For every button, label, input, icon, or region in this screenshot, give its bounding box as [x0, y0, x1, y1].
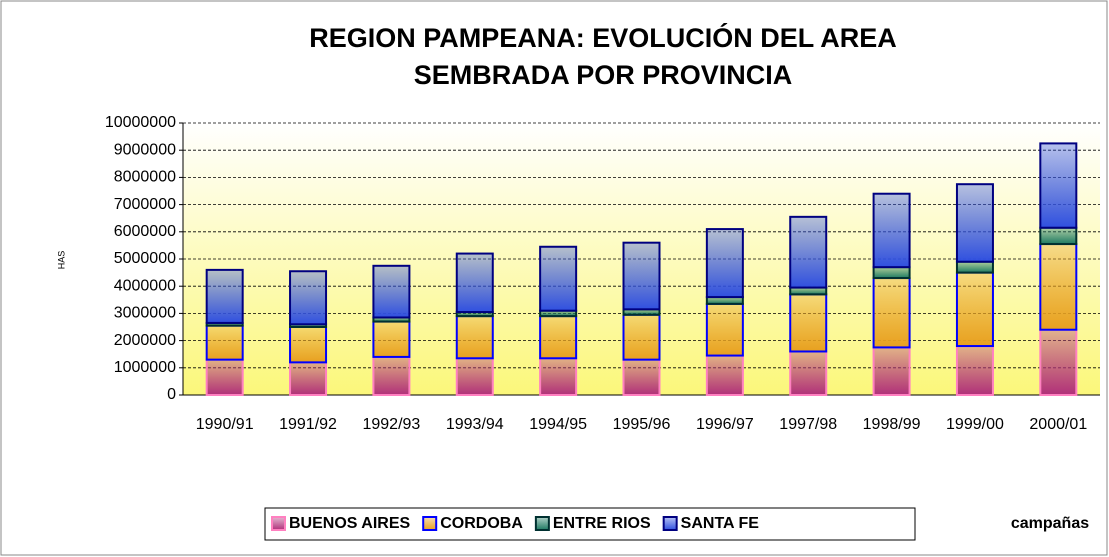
bar-segment [789, 350, 828, 397]
bar-segment [705, 354, 744, 396]
legend-label: BUENOS AIRES [289, 515, 411, 532]
legend-label: SANTA FE [681, 515, 760, 532]
y-tick-label: 7000000 [114, 196, 176, 213]
legend-swatch [534, 516, 550, 531]
bar-segment [372, 320, 411, 358]
x-tick-label: 1990/91 [196, 416, 254, 433]
bar-segment [622, 241, 661, 311]
bar-segment [622, 313, 661, 361]
bar-segment [289, 361, 328, 396]
bar-segment [455, 315, 494, 360]
bar-segment [705, 228, 744, 299]
bar-segment [872, 266, 911, 280]
bar-segment [1039, 328, 1078, 396]
bar-segment [705, 302, 744, 357]
legend-swatch [662, 516, 678, 531]
bar-segment [1039, 142, 1078, 229]
bar-segment [955, 345, 994, 397]
legend-box [264, 507, 916, 541]
y-tick-label: 10000000 [105, 114, 176, 131]
bar-segment [539, 315, 578, 360]
x-axis-label: campañas [1011, 515, 1089, 532]
bar-segment [1039, 243, 1078, 331]
bar-segment [872, 277, 911, 349]
bar-segment [789, 293, 828, 353]
legend-label: CORDOBA [440, 515, 523, 532]
bar-segment [205, 324, 244, 361]
chart-title: REGION PAMPEANA: EVOLUCIÓN DEL AREA [309, 22, 897, 53]
x-tick-label: 1999/00 [946, 416, 1004, 433]
bar-segment [872, 346, 911, 396]
legend-swatch [271, 516, 286, 531]
bar-segment [622, 358, 661, 397]
bar-segment [789, 215, 828, 289]
bar-segment [289, 326, 328, 364]
bar-segment [955, 183, 994, 263]
y-tick-label: 3000000 [114, 305, 176, 322]
bar-segment [372, 355, 411, 397]
y-tick-label: 6000000 [114, 223, 176, 240]
bar-segment [205, 358, 244, 397]
bar-segment [539, 357, 578, 396]
legend-label: ENTRE RIOS [553, 515, 651, 532]
y-tick-label: 4000000 [114, 277, 176, 294]
bar-segment [539, 245, 578, 312]
y-tick-label: 2000000 [114, 332, 176, 349]
x-tick-label: 1995/96 [613, 416, 671, 433]
x-tick-label: 1996/97 [696, 416, 754, 433]
y-tick-label: 9000000 [114, 141, 176, 158]
y-tick-label: 0 [167, 386, 176, 403]
bar-segment [1039, 226, 1078, 246]
y-tick-label: 8000000 [114, 169, 176, 186]
x-tick-label: 1998/99 [863, 416, 921, 433]
chart-title: SEMBRADA POR PROVINCIA [414, 60, 793, 90]
bar-segment [289, 270, 328, 326]
x-tick-label: 2000/01 [1029, 416, 1087, 433]
bar-segment [955, 271, 994, 348]
y-axis-label: HAS [56, 251, 66, 270]
bar-segment [455, 357, 494, 396]
x-tick-label: 1991/92 [279, 416, 337, 433]
y-tick-label: 5000000 [114, 250, 176, 267]
bar-segment [455, 252, 494, 314]
x-tick-label: 1993/94 [446, 416, 504, 433]
x-tick-label: 1994/95 [529, 416, 587, 433]
bar-segment [372, 264, 411, 319]
x-tick-label: 1997/98 [779, 416, 837, 433]
y-tick-label: 1000000 [114, 359, 176, 376]
bar-segment [705, 296, 744, 305]
bar-segment [789, 286, 828, 296]
bar-segment [872, 192, 911, 269]
bar-segment [205, 268, 244, 324]
legend-swatch [422, 516, 438, 531]
x-tick-label: 1992/93 [362, 416, 420, 433]
bar-segment [955, 260, 994, 274]
